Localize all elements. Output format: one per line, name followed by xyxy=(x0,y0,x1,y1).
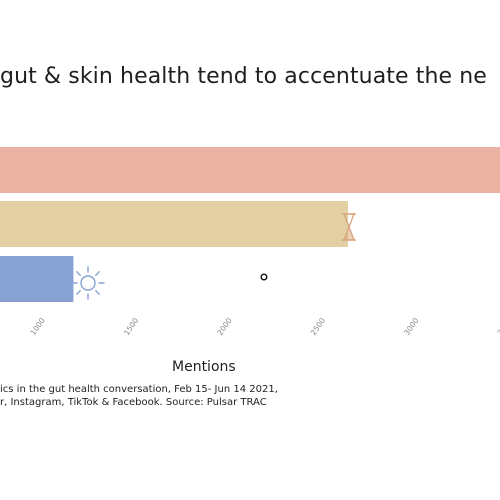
hourglass-icon xyxy=(342,213,356,241)
x-axis-label: Mentions xyxy=(172,359,236,375)
x-tick-label: 2000 xyxy=(215,316,233,337)
caption-line-2: r, Instagram, TikTok & Facebook. Source:… xyxy=(0,397,267,408)
x-tick-label: 3500 xyxy=(496,316,500,337)
x-tick-label: 3000 xyxy=(402,316,420,337)
bar-3 xyxy=(0,256,74,302)
circle-marker-icon xyxy=(260,273,268,281)
bar-2 xyxy=(0,201,349,247)
bar-1 xyxy=(0,147,500,193)
x-tick-label: 1500 xyxy=(122,316,140,337)
caption-line-1: ics in the gut health conversation, Feb … xyxy=(0,384,278,395)
sun-icon xyxy=(71,266,105,300)
x-tick-label: 1000 xyxy=(29,316,47,337)
chart-title: gut & skin health tend to accentuate the… xyxy=(0,64,487,89)
x-tick-label: 2500 xyxy=(309,316,327,337)
